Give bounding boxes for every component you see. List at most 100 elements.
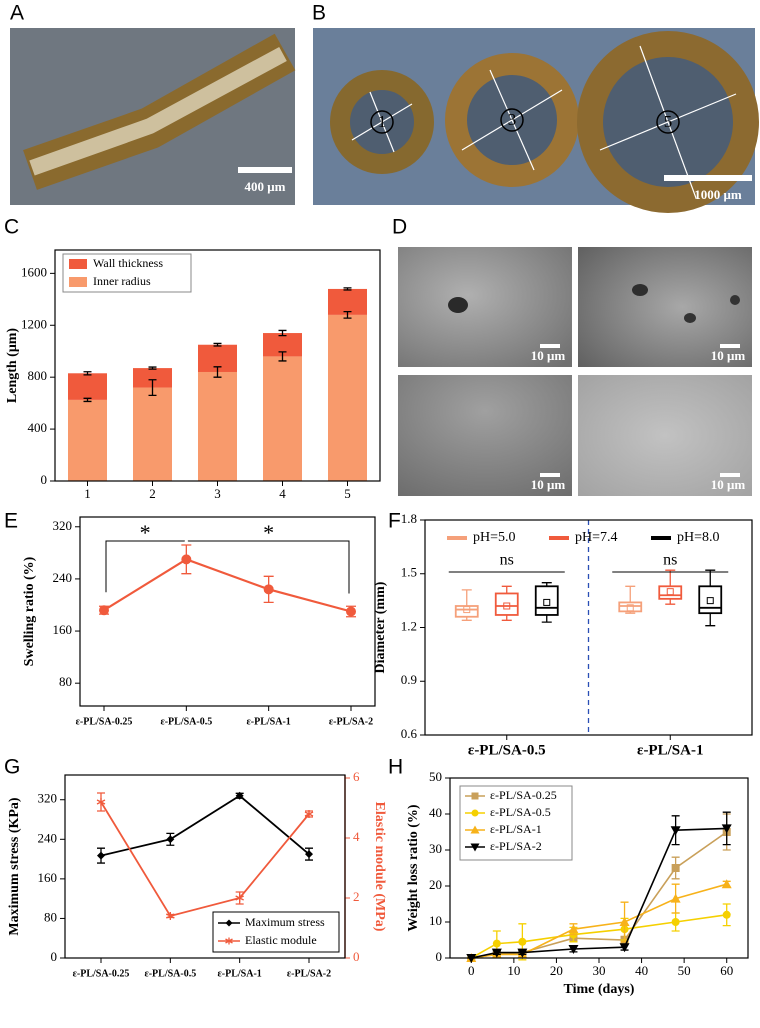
whisker <box>501 585 512 594</box>
marker <box>722 910 731 919</box>
y-axis-label: Diameter (mm) <box>373 581 388 673</box>
x-tick-label: 30 <box>593 963 606 978</box>
legend-label: Maximum stress <box>245 915 325 929</box>
significance-bracket <box>187 540 350 594</box>
marker-ring <box>370 110 394 134</box>
ring-label: 5 <box>664 112 673 131</box>
scale-bar <box>720 344 740 348</box>
y-tick-label: 1200 <box>21 316 47 331</box>
marker <box>470 843 480 852</box>
scale-label: 10 μm <box>531 477 566 492</box>
legend-label: pH=7.4 <box>575 530 618 545</box>
panel-label: E <box>4 510 18 533</box>
series-line <box>100 794 310 857</box>
scale-bar <box>540 344 560 348</box>
legend-label: Elastic module <box>245 933 317 947</box>
legend-swatch <box>69 259 87 269</box>
legend-box <box>212 911 340 953</box>
x-tick-label: 3 <box>214 486 221 501</box>
marker <box>166 912 175 920</box>
marker <box>235 894 244 902</box>
legend-swatch <box>69 277 87 287</box>
mean <box>463 606 471 614</box>
panel-label: F <box>388 510 401 533</box>
x-tick-label: ε-PL/SA-1 <box>637 742 703 758</box>
y-tick-label: 0 <box>353 949 360 964</box>
marker-ring <box>500 108 524 132</box>
marker <box>671 918 680 926</box>
x-tick-label: ε-PL/SA-2 <box>329 716 373 727</box>
legend-label: ε-PL/SA-1 <box>490 822 542 836</box>
legend-label: pH=5.0 <box>473 530 516 545</box>
scale-label: 10 μm <box>711 477 746 492</box>
y-tick-label: 1.8 <box>401 511 417 526</box>
legend-label: ε-PL/SA-0.5 <box>490 805 551 819</box>
y-tick-label: 2 <box>353 889 360 904</box>
error-bar <box>343 310 352 319</box>
x-tick-label: ε-PL/SA-0.5 <box>160 716 212 727</box>
bar-segment <box>133 387 172 481</box>
y-tick-label: 320 <box>38 791 58 806</box>
y-tick-label: 240 <box>53 570 73 585</box>
marker <box>225 937 233 945</box>
y-axis-label: Elastic module (MPa) <box>372 802 387 932</box>
box <box>494 592 519 616</box>
x-tick-label: ε-PL/SA-0.25 <box>76 716 133 727</box>
legend-label: ε-PL/SA-2 <box>490 839 542 853</box>
error-bar <box>278 329 287 337</box>
mean <box>666 588 674 596</box>
y-tick-label: 240 <box>38 830 58 845</box>
marker <box>491 948 502 958</box>
scale-bar <box>720 473 740 477</box>
x-tick-label: 20 <box>550 963 563 978</box>
error-bar <box>343 287 352 291</box>
bar-segment <box>68 373 107 400</box>
x-tick-label: 60 <box>720 963 733 978</box>
y-tick-label: 0 <box>436 949 443 964</box>
marker <box>619 917 630 926</box>
y-tick-label: 0.9 <box>401 672 417 687</box>
y-tick-label: 1.2 <box>401 618 417 633</box>
x-tick-label: 0 <box>468 963 475 978</box>
mean <box>706 597 714 605</box>
legend-label: Inner radius <box>93 274 151 288</box>
y-tick-label: 0 <box>41 472 48 487</box>
marker <box>471 809 479 817</box>
marker <box>263 584 274 595</box>
legend-label: pH=8.0 <box>677 530 720 545</box>
y-axis-label: Maximum stress (KPa) <box>7 797 22 935</box>
box <box>658 585 683 600</box>
marker <box>568 924 579 934</box>
marker <box>670 893 681 903</box>
significance-bracket <box>105 540 185 593</box>
x-tick-label: ε-PL/SA-1 <box>218 968 262 979</box>
marker <box>670 826 681 836</box>
marker <box>166 835 175 844</box>
y-tick-label: 6 <box>353 769 360 784</box>
whisker <box>665 569 676 587</box>
marker <box>671 864 680 872</box>
legend-label: ε-PL/SA-0.25 <box>490 788 557 802</box>
marker <box>346 606 356 617</box>
ring-label: 3 <box>508 110 517 129</box>
error-bar <box>213 366 222 378</box>
x-tick-label: ε-PL/SA-1 <box>247 716 291 727</box>
pore <box>730 295 740 305</box>
marker <box>492 939 501 948</box>
error-bar <box>83 397 92 403</box>
marker <box>97 851 105 860</box>
bar-segment <box>263 333 302 357</box>
y-tick-label: 0 <box>51 949 58 964</box>
y-axis-label: Length (μm) <box>5 328 20 404</box>
bar-segment <box>68 399 107 481</box>
series-line <box>100 801 310 918</box>
error-bar <box>83 371 92 376</box>
y-tick-label: 320 <box>53 518 73 533</box>
bar-segment <box>328 314 367 481</box>
pore <box>684 313 696 323</box>
scale-label: 400 μm <box>245 179 286 194</box>
plot-frame <box>424 519 753 736</box>
marker <box>470 825 480 834</box>
box <box>454 605 479 618</box>
